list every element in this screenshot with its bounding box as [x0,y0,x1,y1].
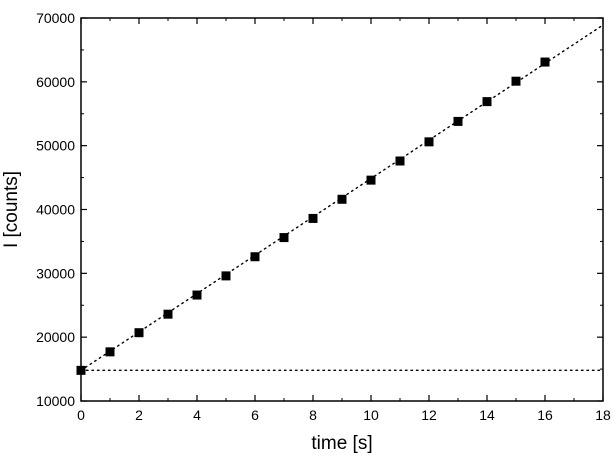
data-point [221,271,231,281]
y-tick-label: 20000 [36,329,75,345]
data-point [366,175,376,185]
x-tick-label: 4 [193,407,201,423]
data-point [279,233,289,243]
y-axis-label: I [counts] [1,171,22,248]
x-axis-label: time [s] [311,433,372,454]
data-point [337,194,347,204]
data-point [250,252,260,262]
data-points [76,57,550,375]
data-point [134,328,144,338]
data-point [192,290,202,300]
data-point [395,156,405,166]
data-point [453,116,463,126]
x-tick-label: 10 [363,407,379,423]
x-tick-label: 14 [479,407,495,423]
x-tick-label: 0 [77,407,85,423]
y-tick-label: 50000 [36,138,75,154]
x-tick-label: 12 [421,407,437,423]
data-point [308,213,318,223]
y-tick-label: 10000 [36,393,75,409]
data-point [163,309,173,319]
x-tick-label: 6 [251,407,259,423]
y-tick-label: 60000 [36,74,75,90]
y-tick-label: 30000 [36,265,75,281]
data-point [540,57,550,67]
data-point [105,347,115,357]
x-tick-label: 2 [135,407,143,423]
y-tick-label: 40000 [36,202,75,218]
data-point [511,76,521,86]
plot-frame [80,17,604,402]
x-tick-label: 18 [595,407,611,423]
y-tick-label: 70000 [36,10,75,26]
axis-ticks: 0 2 4 6 8 10 12 14 16 18 10000 20000 30000 40000 50000… [36,10,611,423]
x-tick-label: 16 [537,407,553,423]
data-point [424,137,434,147]
data-point [482,97,492,107]
x-tick-label: 8 [309,407,317,423]
